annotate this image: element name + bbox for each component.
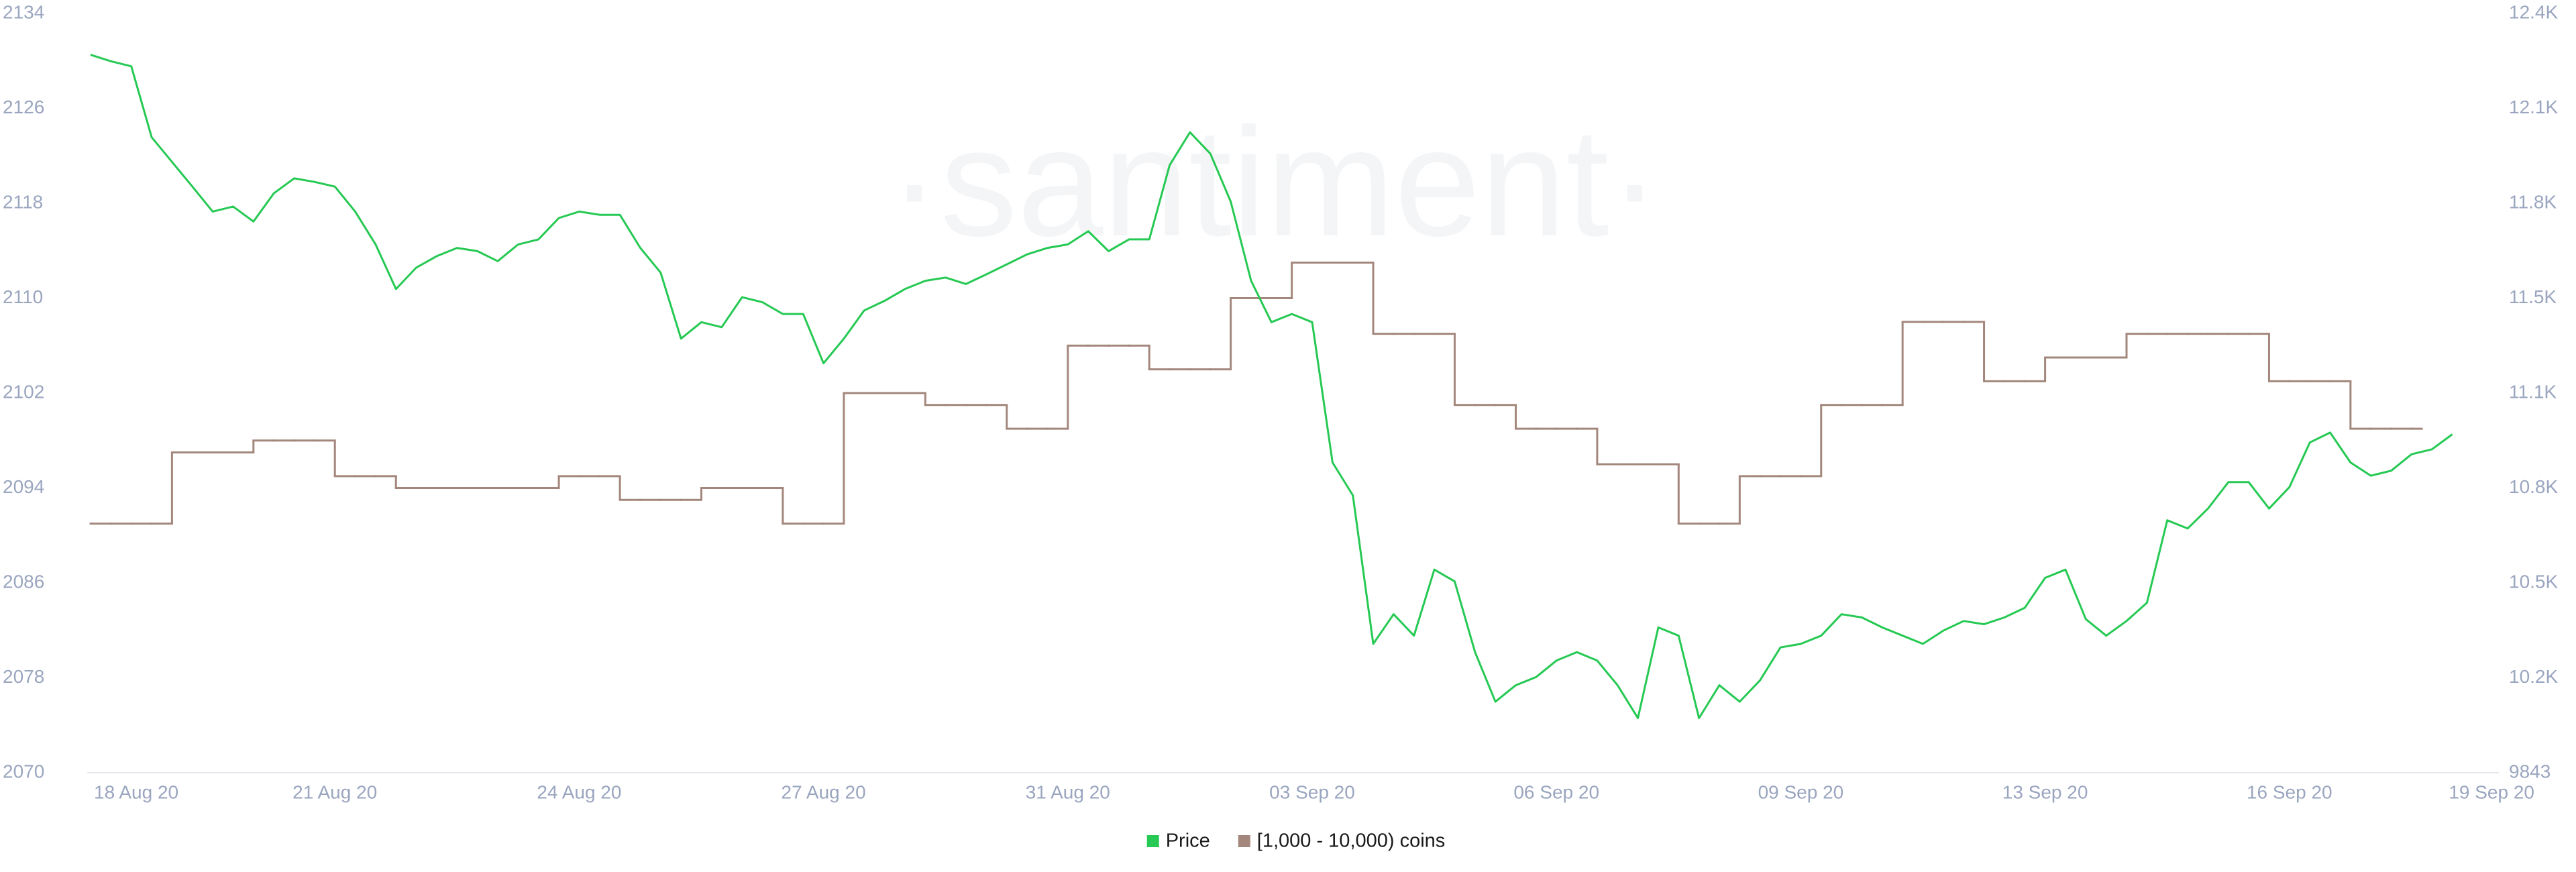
y-tick-label: 2126 [3,97,44,117]
y-tick-label: 2078 [3,666,44,687]
y2-tick-label: 12.4K [2509,1,2558,22]
x-tick-label: 16 Sep 20 [2247,781,2332,802]
legend: Price [1,000 - 10,000) coins [1146,830,1446,852]
y2-tick-label: 10.2K [2509,666,2558,687]
legend-label: [1,000 - 10,000) coins [1257,830,1446,852]
x-tick-label: 31 Aug 20 [1026,781,1110,802]
y-tick-label: 2070 [3,761,44,781]
x-tick-label: 19 Sep 20 [2449,781,2534,802]
y2-tick-label: 11.8K [2509,192,2557,213]
y-tick-label: 2086 [3,571,44,592]
y-tick-label: 2102 [3,381,44,402]
y-tick-label: 2110 [3,286,43,307]
legend-label: Price [1166,830,1210,852]
x-tick-label: 13 Sep 20 [2002,781,2088,802]
x-tick-label: 09 Sep 20 [1758,781,1844,802]
y-tick-label: 2134 [3,1,44,22]
x-tick-label: 21 Aug 20 [292,781,377,802]
y2-tick-label: 11.5K [2509,286,2557,307]
y2-tick-label: 10.5K [2509,571,2558,592]
x-tick-label: 24 Aug 20 [537,781,621,802]
price-line [90,54,2453,720]
step-series [89,261,2423,525]
legend-swatch [1238,835,1250,847]
y-tick-label: 2118 [3,191,43,212]
legend-swatch [1146,835,1159,847]
x-tick-label: 18 Aug 20 [94,781,178,802]
x-tick-label: 27 Aug 20 [782,781,866,802]
y2-tick-label: 12.1K [2509,97,2558,117]
y2-tick-label: 10.8K [2509,476,2558,497]
x-tick-label: 06 Sep 20 [1513,781,1599,802]
y-tick-label: 2094 [3,476,44,497]
y2-tick-label: 9843 [2509,761,2551,781]
y2-tick-label: 11.1K [2509,382,2557,402]
x-tick-label: 03 Sep 20 [1269,781,1355,802]
watermark: ·santiment· [889,96,1660,268]
